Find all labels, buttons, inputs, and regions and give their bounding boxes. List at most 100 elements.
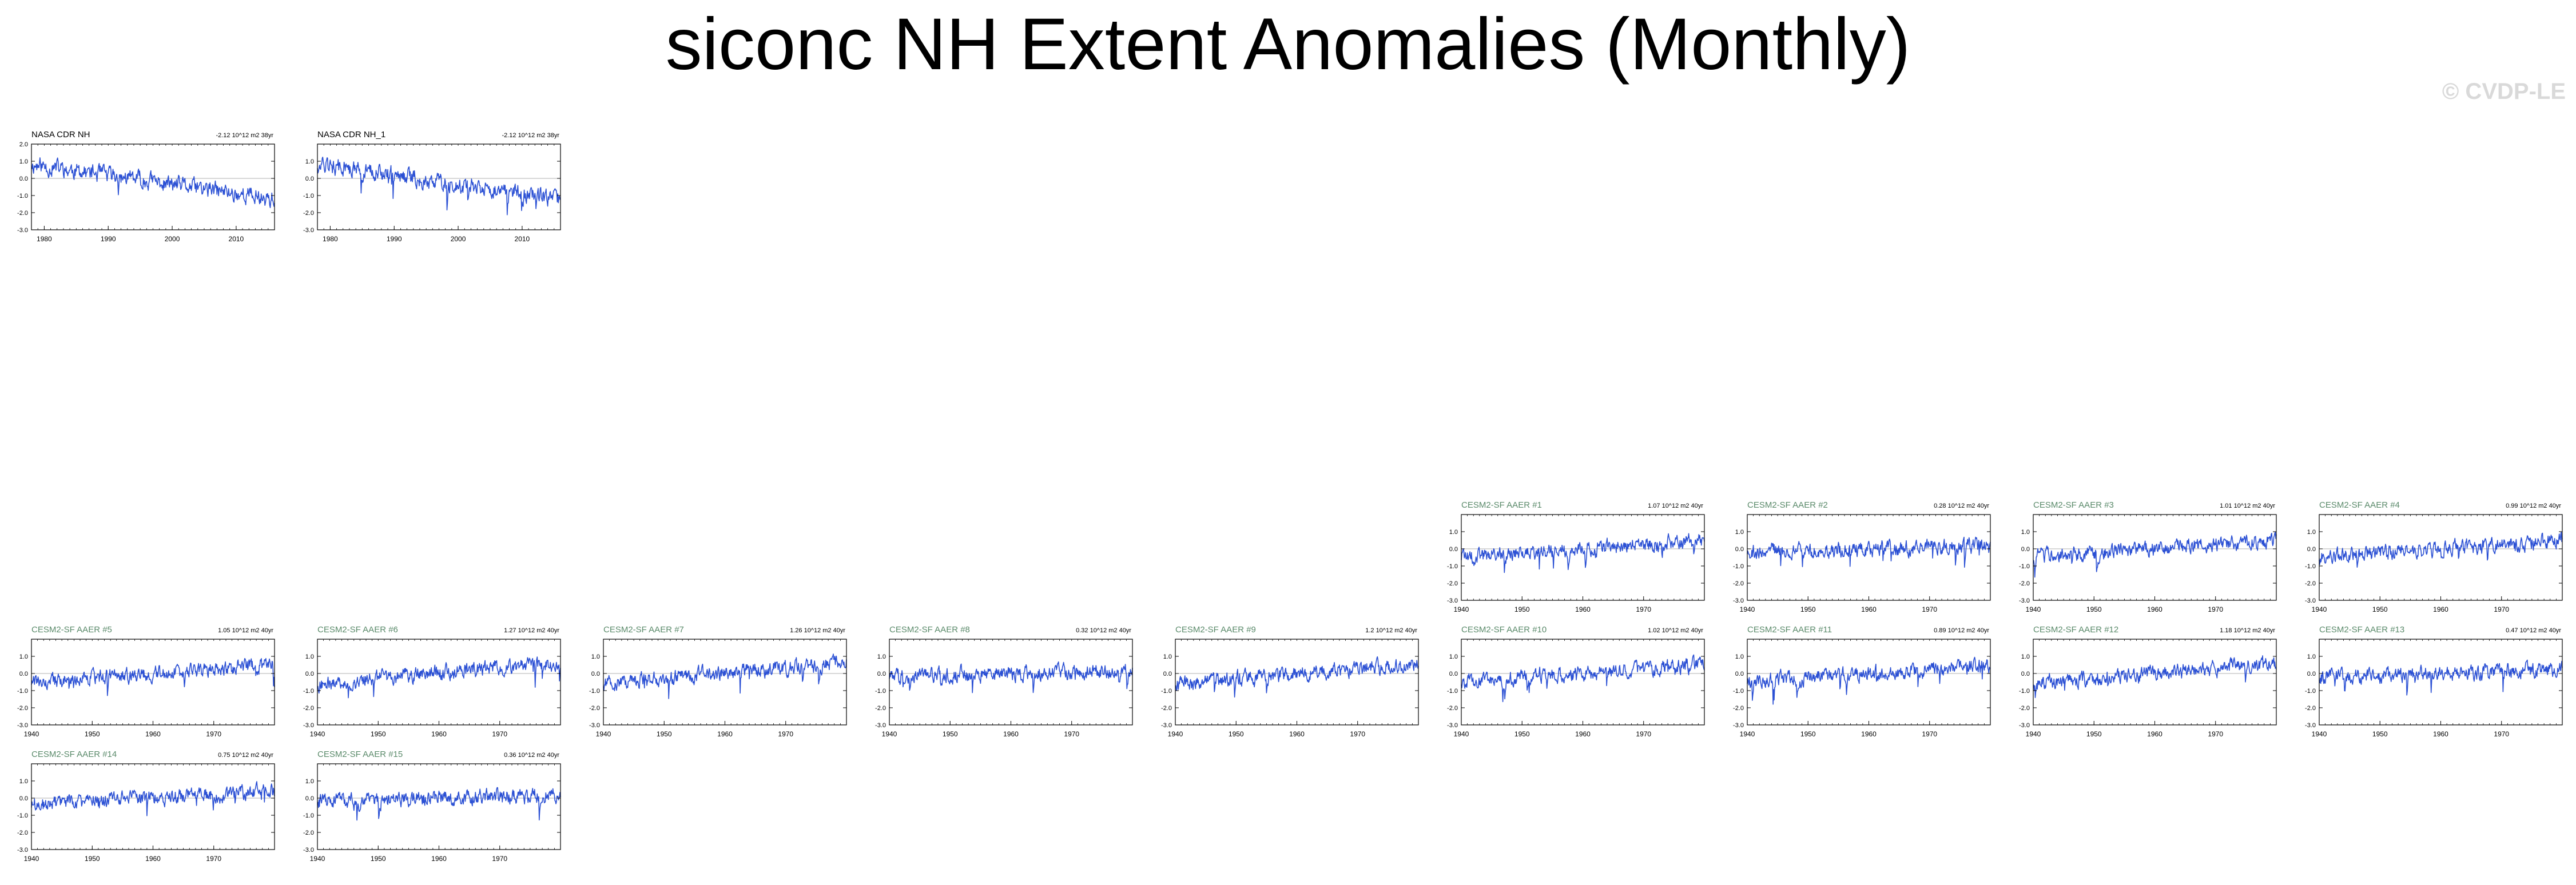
x-tick-label: 2010 xyxy=(229,235,244,243)
y-tick-label: 1.0 xyxy=(19,653,28,660)
plot-frame xyxy=(1461,514,1705,601)
x-tick-label: 1990 xyxy=(387,235,402,243)
trend-label: 1.2 10^12 m2 40yr xyxy=(1365,627,1417,634)
y-tick-label: -1.0 xyxy=(2305,563,2316,570)
x-tick-label: 1950 xyxy=(657,730,672,738)
x-tick-label: 2000 xyxy=(451,235,466,243)
y-tick-label: -3.0 xyxy=(1161,722,1172,729)
series-line xyxy=(317,656,561,699)
y-tick-label: 1.0 xyxy=(1449,653,1458,660)
trend-label: 1.07 10^12 m2 40yr xyxy=(1648,503,1703,509)
y-tick-label: -1.0 xyxy=(303,812,314,819)
panel-obs2: NASA CDR NH_1 -2.12 10^12 m2 38yr 1.0 0.0 -1… xyxy=(303,130,561,243)
x-tick-label: 1960 xyxy=(1575,730,1591,738)
y-tick-label: -1.0 xyxy=(1733,563,1744,570)
trend-label: 0.36 10^12 m2 40yr xyxy=(504,752,559,759)
x-tick-label: 1940 xyxy=(310,730,325,738)
y-tick-label: 1.0 xyxy=(877,653,886,660)
x-tick-label: 1950 xyxy=(2372,730,2388,738)
trend-label: 1.26 10^12 m2 40yr xyxy=(790,627,845,634)
y-tick-label: 0.0 xyxy=(305,795,314,802)
x-tick-label: 1950 xyxy=(371,730,386,738)
panel-title: NASA CDR NH_1 xyxy=(317,130,385,139)
y-tick-label: -2.0 xyxy=(589,705,600,712)
x-tick-label: 1940 xyxy=(1740,605,1755,613)
x-tick-label: 1940 xyxy=(1740,730,1755,738)
y-tick-label: 0.0 xyxy=(19,795,28,802)
x-tick-label: 1960 xyxy=(1861,730,1877,738)
panel-m12: CESM2-SF AAER #12 1.18 10^12 m2 40yr 1.0 0.… xyxy=(2019,625,2277,738)
x-tick-label: 1970 xyxy=(2208,605,2223,613)
panel-title: CESM2-SF AAER #7 xyxy=(603,625,684,635)
trend-label: 0.99 10^12 m2 40yr xyxy=(2506,503,2561,509)
y-tick-label: -2.0 xyxy=(1733,580,1744,587)
watermark: © CVDP-LE xyxy=(2442,79,2566,104)
x-tick-label: 1970 xyxy=(206,855,221,863)
trend-label: -2.12 10^12 m2 38yr xyxy=(216,132,273,139)
y-tick-label: -3.0 xyxy=(2305,722,2316,729)
x-tick-label: 1950 xyxy=(1800,730,1816,738)
x-tick-label: 1940 xyxy=(2026,730,2041,738)
plot-frame xyxy=(2033,639,2277,725)
x-tick-label: 1940 xyxy=(24,855,39,863)
x-tick-label: 1970 xyxy=(1922,730,1937,738)
x-tick-label: 2000 xyxy=(165,235,180,243)
panel-m4: CESM2-SF AAER #4 0.99 10^12 m2 40yr 1.0 0.0… xyxy=(2305,500,2563,613)
y-tick-label: -2.0 xyxy=(2019,580,2030,587)
x-tick-label: 1940 xyxy=(1454,605,1469,613)
x-tick-label: 1970 xyxy=(1922,605,1937,613)
y-tick-label: -1.0 xyxy=(589,688,600,695)
y-tick-label: 0.0 xyxy=(1735,546,1744,553)
y-tick-label: 2.0 xyxy=(19,141,28,148)
y-tick-label: -1.0 xyxy=(17,812,28,819)
panel-title: CESM2-SF AAER #5 xyxy=(31,625,112,635)
x-tick-label: 1950 xyxy=(2086,605,2102,613)
y-tick-label: -1.0 xyxy=(303,688,314,695)
x-tick-label: 1960 xyxy=(1575,605,1591,613)
y-tick-label: -3.0 xyxy=(589,722,600,729)
x-tick-label: 1950 xyxy=(2086,730,2102,738)
x-tick-label: 1990 xyxy=(101,235,116,243)
y-tick-label: -3.0 xyxy=(303,847,314,854)
x-tick-label: 1950 xyxy=(1229,730,1244,738)
x-tick-label: 1980 xyxy=(37,235,52,243)
series-line xyxy=(2319,659,2563,696)
plot-frame xyxy=(31,639,275,725)
panel-title: CESM2-SF AAER #8 xyxy=(889,625,970,635)
y-tick-label: -3.0 xyxy=(2305,597,2316,604)
trend-label: 1.05 10^12 m2 40yr xyxy=(218,627,273,634)
series-line xyxy=(1461,533,1705,573)
panel-title: CESM2-SF AAER #1 xyxy=(1461,500,1542,510)
plot-frame xyxy=(1461,639,1705,725)
y-tick-label: -1.0 xyxy=(2019,688,2030,695)
y-tick-label: 0.0 xyxy=(19,176,28,182)
y-tick-label: -3.0 xyxy=(1733,722,1744,729)
y-tick-label: -2.0 xyxy=(1733,705,1744,712)
series-line xyxy=(2033,655,2277,698)
y-tick-label: -2.0 xyxy=(1447,705,1458,712)
y-tick-label: 0.0 xyxy=(2021,546,2030,553)
trend-label: 0.47 10^12 m2 40yr xyxy=(2506,627,2561,634)
series-line xyxy=(1461,654,1705,703)
panel-title: NASA CDR NH xyxy=(31,130,90,139)
series-line xyxy=(1747,536,1991,568)
x-tick-label: 1940 xyxy=(2312,730,2327,738)
panel-title: CESM2-SF AAER #2 xyxy=(1747,500,1828,510)
y-tick-label: -2.0 xyxy=(17,830,28,836)
x-tick-label: 2010 xyxy=(515,235,530,243)
x-tick-label: 1950 xyxy=(1514,605,1530,613)
panel-title: CESM2-SF AAER #9 xyxy=(1175,625,1256,635)
y-tick-label: 1.0 xyxy=(1735,653,1744,660)
x-tick-label: 1970 xyxy=(1350,730,1365,738)
y-tick-label: 0.0 xyxy=(1449,546,1458,553)
series-line xyxy=(1747,656,1991,705)
x-tick-label: 1970 xyxy=(2208,730,2223,738)
panel-m6: CESM2-SF AAER #6 1.27 10^12 m2 40yr 1.0 0.0… xyxy=(303,625,561,738)
y-tick-label: -3.0 xyxy=(2019,597,2030,604)
x-tick-label: 1960 xyxy=(145,730,161,738)
panel-m14: CESM2-SF AAER #14 0.75 10^12 m2 40yr 1.0 0.… xyxy=(17,750,275,863)
y-tick-label: 1.0 xyxy=(1163,653,1172,660)
y-tick-label: -3.0 xyxy=(17,722,28,729)
x-tick-label: 1970 xyxy=(492,855,507,863)
